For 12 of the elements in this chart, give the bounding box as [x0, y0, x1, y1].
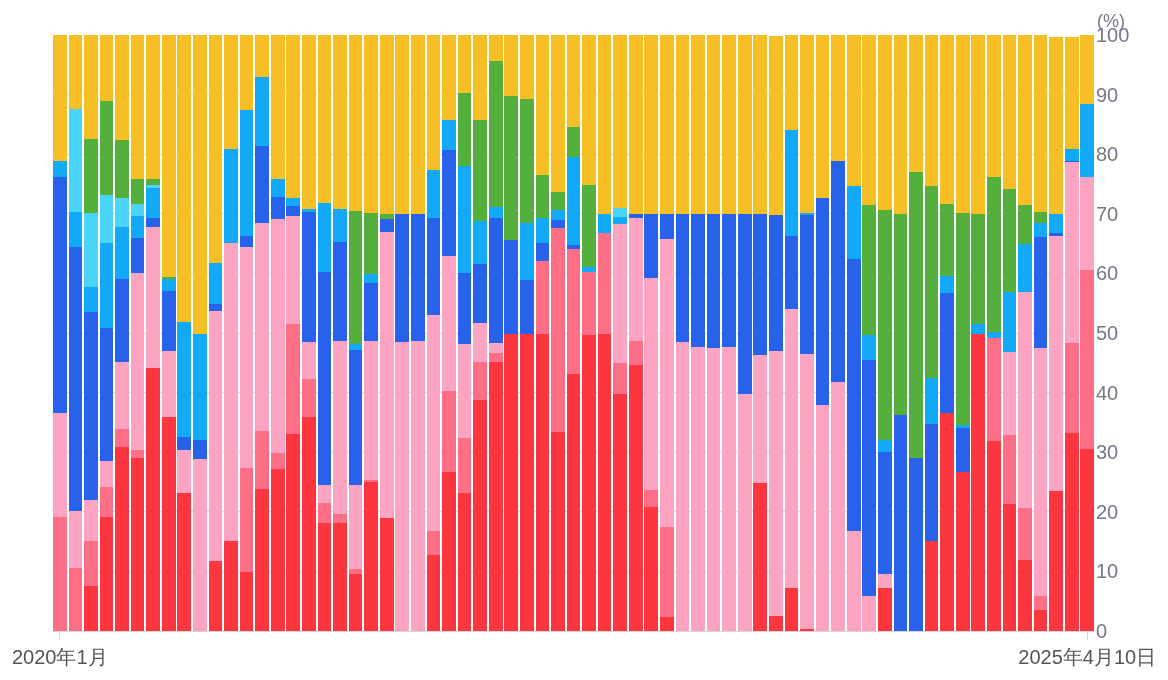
y-tick-label: 20: [1096, 500, 1119, 523]
y-tick-label: 80: [1096, 143, 1119, 166]
y-tick-label: 70: [1096, 202, 1119, 225]
x-tick-label: 2020年1月: [11, 646, 108, 668]
y-tick-label: 40: [1096, 381, 1119, 404]
x-tick-label: 2025年4月10日: [1018, 646, 1157, 668]
y-tick-label: 50: [1096, 322, 1119, 344]
y-tick-label: 0: [1096, 620, 1108, 642]
y-tick-label: 60: [1096, 262, 1119, 285]
y-tick-label: 10: [1096, 560, 1119, 583]
y-tick-label: 30: [1096, 441, 1119, 464]
y-tick-label: 90: [1096, 83, 1119, 106]
